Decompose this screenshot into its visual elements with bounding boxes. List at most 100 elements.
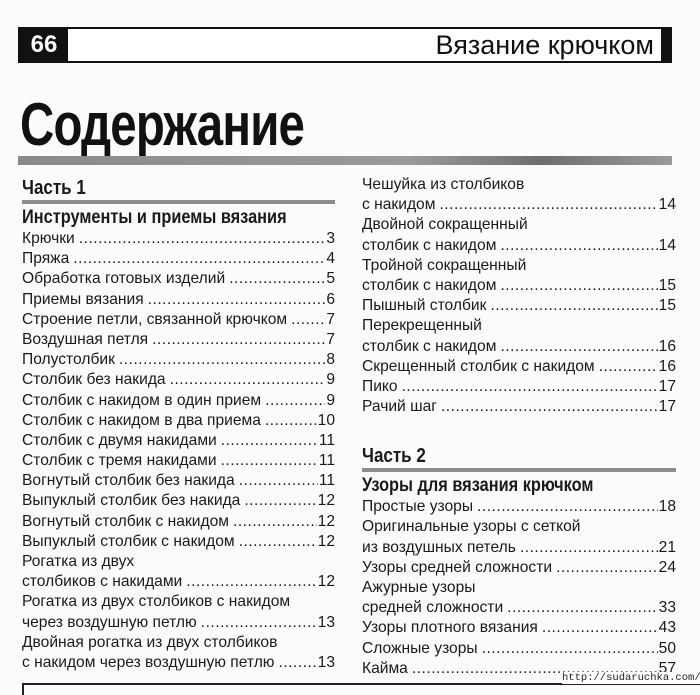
toc-entry-line: через воздушную петлю 13 — [22, 613, 335, 633]
toc-entry-title: из воздушных петель — [362, 538, 516, 556]
toc-entry-title: Вогнутый столбик без накида — [22, 472, 235, 490]
toc-entry[interactable]: Сложные узоры 50 — [362, 639, 676, 659]
part-1-label: Часть 1 — [22, 177, 86, 199]
toc-entry-line: Пышный столбик 15 — [362, 296, 676, 316]
toc-entry[interactable]: Строение петли, связанной крючком 7 — [22, 310, 335, 330]
toc-page-number: 9 — [326, 391, 335, 409]
toc-entry[interactable]: Столбик с тремя накидами 11 — [22, 451, 335, 471]
toc-entry-line: Столбик с накидом в один прием 9 — [22, 391, 335, 411]
toc-page-number: 15 — [658, 276, 676, 294]
toc-entry-line: Узоры плотного вязания 43 — [362, 618, 676, 638]
toc-page-number: 21 — [658, 538, 676, 556]
toc-entry[interactable]: Пико 17 — [362, 377, 676, 397]
toc-entry[interactable]: Скрещенный столбик с накидом 16 — [362, 357, 676, 377]
toc-entry[interactable]: Столбик с двумя накидами 11 — [22, 431, 335, 451]
toc-page-number: 11 — [318, 472, 335, 490]
toc-entry-line: Воздушная петля 7 — [22, 330, 335, 350]
dot-leader — [233, 512, 317, 532]
toc-entry-title: Пышный столбик — [362, 297, 487, 315]
toc-entry-line: столбик с накидом 15 — [362, 276, 676, 296]
dot-leader — [441, 397, 658, 417]
toc-entry-line: столбик с накидом 14 — [362, 236, 676, 256]
toc-page-number: 16 — [658, 357, 676, 375]
toc-entry[interactable]: Выпуклый столбик с накидом 12 — [22, 532, 335, 552]
toc-entry[interactable]: Приемы вязания 6 — [22, 290, 335, 310]
toc-entry-title: Выпуклый столбик с накидом — [22, 532, 235, 550]
toc-entry-title: Узоры плотного вязания — [362, 619, 538, 637]
toc-entry[interactable]: Вогнутый столбик с накидом 12 — [22, 512, 335, 532]
toc-entry[interactable]: Двойная рогатка из двух столбиков с накид… — [22, 633, 335, 673]
dot-leader — [490, 296, 657, 316]
toc-page-number: 16 — [658, 337, 676, 355]
toc-entry[interactable]: Рогатка из двух столбиков с накидами 12 — [22, 552, 335, 592]
toc-page-number: 11 — [318, 452, 335, 470]
toc-entry[interactable]: Крючки 3 — [22, 229, 335, 249]
toc-entry-line: Вогнутый столбик с накидом 12 — [22, 512, 335, 532]
toc-entry[interactable]: Рачий шаг 17 — [362, 397, 676, 417]
toc-entry[interactable]: Перекрещенный столбик с накидом 16 — [362, 316, 676, 356]
toc-entry-title: Столбик с накидом в один прием — [22, 391, 262, 409]
toc-entry[interactable]: Полустолбик 8 — [22, 350, 335, 370]
toc-entry-title: Оригинальные узоры с сеткой — [362, 518, 581, 536]
dot-leader — [152, 330, 325, 350]
toc-entry[interactable]: Простые узоры 18 — [362, 497, 676, 517]
toc-entry-title: столбик с накидом — [362, 236, 497, 254]
toc-entry[interactable]: Оригинальные узоры с сеткой из воздушных … — [362, 517, 676, 557]
toc-entry-line: Узоры средней сложности 24 — [362, 558, 676, 578]
toc-entry[interactable]: Узоры плотного вязания 43 — [362, 618, 676, 638]
toc-entry-title: Крючки — [22, 230, 75, 247]
part-rule — [22, 200, 335, 204]
toc-entry-title: Кайма — [362, 659, 408, 677]
dot-leader — [520, 538, 658, 558]
bottom-box-border — [22, 683, 700, 695]
toc-list: Крючки3Пряжа4Обработка готовых изделий5П… — [22, 229, 335, 673]
toc-entry-title: Двойной сокращенный — [362, 216, 528, 234]
toc-column-left: Часть 1 Инструменты и приемы вязания Крю… — [22, 177, 335, 673]
toc-entry[interactable]: Рогатка из двух столбиков с накидом через… — [22, 592, 335, 632]
toc-entry-title: Сложные узоры — [362, 639, 478, 657]
toc-entry-title: столбик с накидом — [362, 276, 497, 294]
toc-entry-title: Обработка готовых изделий — [22, 270, 226, 288]
toc-entry[interactable]: Столбик без накида 9 — [22, 370, 335, 390]
toc-entry[interactable]: Столбик с накидом в два приема 10 — [22, 411, 335, 431]
part-2-label: Часть 2 — [362, 445, 426, 468]
toc-entry-title: Пряжа — [22, 250, 70, 268]
toc-entry-line: Пряжа 4 — [22, 249, 335, 269]
toc-entry[interactable]: Вогнутый столбик без накида 11 — [22, 471, 335, 491]
toc-page-number: 12 — [317, 492, 335, 510]
dot-leader — [239, 471, 318, 491]
dot-leader — [265, 391, 325, 411]
toc-entry-title: Рогатка из двух столбиков с накидом — [22, 593, 291, 611]
toc-entry[interactable]: Двойной сокращенный столбик с накидом 14 — [362, 215, 676, 255]
toc-entry[interactable]: Ажурные узоры средней сложности 33 — [362, 578, 676, 618]
toc-entry-title: Столбик с двумя накидами — [22, 431, 217, 449]
dot-leader — [221, 431, 318, 451]
toc-entry-line: Обработка готовых изделий 5 — [22, 269, 335, 289]
toc-page-number: 10 — [317, 411, 335, 429]
dot-leader — [170, 370, 326, 390]
dot-leader — [500, 276, 657, 296]
toc-entry-title: Вогнутый столбик с накидом — [22, 512, 229, 530]
toc-entry[interactable]: Воздушная петля 7 — [22, 330, 335, 350]
toc-entry-line: Столбик с тремя накидами 11 — [22, 451, 335, 471]
toc-entry[interactable]: Выпуклый столбик без накида 12 — [22, 491, 335, 511]
toc-entry-title: Столбик с тремя накидами — [22, 452, 217, 470]
toc-page-number: 33 — [658, 599, 676, 617]
toc-entry[interactable]: Тройной сокращенный столбик с накидом 15 — [362, 256, 676, 296]
toc-entry[interactable]: Пышный столбик 15 — [362, 296, 676, 316]
toc-entry-line: Оригинальные узоры с сеткой — [362, 517, 676, 537]
toc-entry[interactable]: Узоры средней сложности 24 — [362, 558, 676, 578]
toc-page-number: 14 — [658, 236, 676, 254]
toc-entry[interactable]: Пряжа 4 — [22, 249, 335, 269]
toc-entry-line: из воздушных петель 21 — [362, 538, 676, 558]
toc-entry-line: Рачий шаг 17 — [362, 397, 676, 417]
toc-entry[interactable]: Обработка готовых изделий 5 — [22, 269, 335, 289]
dot-leader — [148, 290, 326, 310]
toc-entry-title: Приемы вязания — [22, 290, 144, 308]
toc-entry-title: столбиков с накидами — [22, 573, 183, 591]
toc-entry[interactable]: Чешуйка из столбиков с накидом 14 — [362, 175, 676, 215]
toc-entry-title: с накидом через воздушную петлю — [22, 653, 275, 671]
toc-entry[interactable]: Столбик с накидом в один прием 9 — [22, 391, 335, 411]
dot-leader — [477, 497, 658, 517]
